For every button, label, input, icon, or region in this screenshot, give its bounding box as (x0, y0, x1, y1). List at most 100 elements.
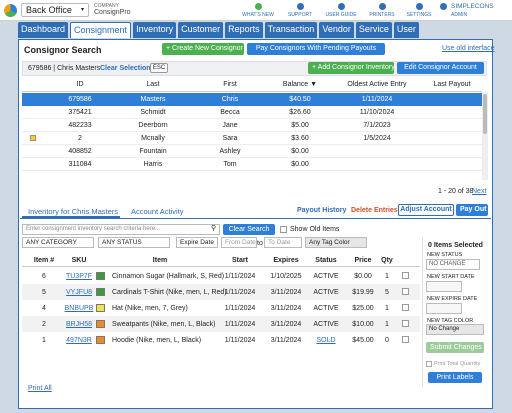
row-checkbox[interactable] (402, 320, 409, 327)
cell[interactable]: BNBUPB (64, 305, 94, 312)
row-checkbox[interactable] (402, 304, 409, 311)
column-header[interactable]: Start (232, 257, 248, 264)
nav-icon[interactable] (416, 3, 423, 10)
consignor-row[interactable] (22, 93, 482, 106)
main-tab[interactable]: Transaction (264, 22, 318, 38)
inventory-row[interactable] (22, 284, 420, 300)
main-tab[interactable]: Dashboard (18, 22, 69, 38)
pay-out-button[interactable]: Pay Out (456, 204, 488, 216)
consignor-row[interactable] (22, 132, 482, 145)
cell: ACTIVE (313, 305, 339, 312)
main-tab[interactable]: Vendor (319, 22, 354, 38)
nav-icon[interactable] (338, 3, 345, 10)
row-checkbox[interactable] (402, 288, 409, 295)
column-header[interactable]: Last Payout (433, 81, 471, 88)
filter[interactable]: From Date (221, 237, 257, 248)
filter[interactable]: ANY STATUS (98, 237, 170, 248)
user-role: ADMIN (451, 12, 468, 18)
main-tab[interactable]: User (393, 22, 419, 38)
search-input[interactable]: Enter consignment inventory search crite… (22, 224, 220, 235)
row-checkbox[interactable] (402, 272, 409, 279)
nav-link[interactable]: WHAT'S NEW (242, 12, 274, 18)
pay-button[interactable]: Pay Consignors With Pending Payouts (247, 43, 385, 55)
activity-tab[interactable]: Account Activity (131, 207, 184, 216)
consignor-row[interactable] (22, 106, 482, 119)
column-header[interactable]: Price (354, 257, 372, 264)
old-interface-link[interactable]: Use old interface (442, 45, 495, 52)
column-header[interactable]: SKU (71, 257, 87, 264)
edit-account-button[interactable]: Edit Consignor Account (397, 62, 484, 74)
tag-color (96, 304, 105, 312)
filter[interactable]: ANY CATEGORY (22, 237, 94, 248)
cell: 7/1/2023 (363, 122, 391, 129)
user-name[interactable]: SIMPLECONS (451, 3, 494, 10)
main-tab[interactable]: Inventory (133, 22, 177, 38)
delete-entries[interactable]: Delete Entries (351, 207, 398, 214)
print-all[interactable]: Print All (28, 385, 52, 392)
checkbox[interactable] (280, 226, 287, 233)
main-tab[interactable]: Customer (178, 22, 224, 38)
column-header[interactable]: Expires (273, 257, 299, 264)
cell: Tom (223, 161, 237, 168)
cell[interactable]: BRJH58 (65, 321, 93, 328)
nav-icon[interactable] (379, 3, 386, 10)
nav-link[interactable]: SETTINGS (406, 12, 432, 18)
nav-icon[interactable] (255, 3, 262, 10)
column-header[interactable]: Status (315, 257, 337, 264)
consignor-row[interactable] (22, 145, 482, 158)
submit-button[interactable]: Submit Changes (426, 342, 484, 353)
tag-color (96, 320, 105, 328)
app-menu[interactable]: Back Office (21, 3, 89, 17)
nav-link[interactable]: USER GUIDE (325, 12, 357, 18)
nav-icon[interactable] (297, 3, 304, 10)
consignor-row[interactable] (22, 119, 482, 132)
checkbox[interactable] (426, 361, 432, 367)
filter[interactable]: To Date (264, 237, 302, 248)
clear-search-button[interactable]: Clear Search (223, 224, 275, 235)
cell: 3/11/2024 (270, 305, 302, 312)
main-tab[interactable]: Consignment (70, 22, 132, 38)
column-header[interactable]: First (223, 81, 237, 88)
column-header[interactable]: Balance ▼ (282, 81, 318, 88)
column-header[interactable]: Last (146, 81, 160, 88)
tag-select[interactable]: No Change (426, 324, 484, 335)
cell: $5.00 (291, 122, 309, 129)
nav-link[interactable]: SUPPORT (287, 12, 313, 18)
cell[interactable]: 497N3R (66, 337, 92, 344)
print-labels-button[interactable]: Print Labels (428, 372, 482, 383)
start-input[interactable] (426, 281, 462, 292)
cell: ACTIVE (313, 289, 339, 296)
column-header[interactable]: Item # (33, 257, 55, 264)
user-icon[interactable] (440, 3, 447, 10)
main-tab[interactable]: Reports (225, 22, 263, 38)
status-select[interactable]: NO CHANGE (426, 259, 480, 270)
adjust-account-button[interactable]: Adjust Account (398, 204, 454, 216)
cell: 482233 (68, 122, 92, 129)
payout-history[interactable]: Payout History (297, 207, 347, 214)
column-header[interactable]: Item (152, 257, 168, 264)
filter[interactable]: Expire Date (176, 237, 218, 248)
company-name: ConsignPro (94, 9, 131, 16)
clear-selection[interactable]: Clear Selection (100, 65, 151, 72)
column-header[interactable]: Oldest Active Entry (347, 81, 407, 88)
next-link[interactable]: Next (472, 188, 487, 195)
cell: 311084 (68, 161, 92, 168)
cell[interactable]: TU3P7F (65, 273, 93, 280)
nav-link[interactable]: PRINTERS (369, 12, 395, 18)
column-header[interactable]: Qty (381, 257, 393, 264)
cell: 2 (42, 321, 46, 328)
column-header[interactable]: ID (76, 81, 84, 88)
cell[interactable]: VYJFU8 (65, 289, 93, 296)
row-checkbox[interactable] (402, 336, 409, 343)
cell: Chris (221, 96, 239, 103)
inventory-tab[interactable]: Inventory for Chris Masters (28, 207, 119, 216)
inventory-row[interactable] (22, 316, 420, 332)
main-tab[interactable]: Service (355, 22, 392, 38)
cell: $3.60 (291, 135, 309, 142)
expire-input[interactable] (426, 303, 462, 314)
consignor-row[interactable] (22, 158, 482, 171)
create-button[interactable]: + Create New Consignor (162, 43, 244, 55)
add-inventory-button[interactable]: + Add Consignor Inventory (308, 62, 395, 74)
filter[interactable]: Any Tag Color (305, 237, 367, 248)
items-selected: 0 Items Selected (428, 242, 483, 249)
